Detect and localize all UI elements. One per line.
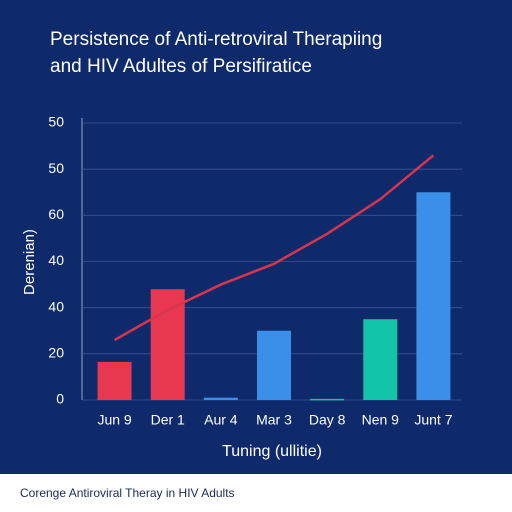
chart-title: and HIV Adultes of Persifiratice xyxy=(50,56,312,77)
bar xyxy=(97,361,132,400)
x-axis-label: Tuning (ullitie) xyxy=(222,443,322,460)
bar xyxy=(150,289,185,400)
x-tick-label: Der 1 xyxy=(151,412,185,428)
y-tick-label: 20 xyxy=(48,345,64,361)
y-tick-label: 50 xyxy=(48,114,64,130)
x-tick-label: Nen 9 xyxy=(362,412,400,428)
bar xyxy=(310,398,345,401)
footer-strip xyxy=(0,474,512,512)
y-tick-label: 60 xyxy=(48,206,64,222)
x-tick-label: Junt 7 xyxy=(414,412,452,428)
x-tick-label: Jun 9 xyxy=(97,412,131,428)
x-tick-label: Mar 3 xyxy=(256,412,292,428)
trend-line xyxy=(113,154,435,342)
y-axis-label: Derenian) xyxy=(21,229,38,295)
chart-title: Persistence of Anti-retroviral Therapiin… xyxy=(50,29,382,50)
bar xyxy=(203,397,238,400)
y-tick-label: 0 xyxy=(56,391,64,407)
x-tick-label: Day 8 xyxy=(309,412,346,428)
y-tick-label: 40 xyxy=(48,298,64,314)
x-tick-label: Aur 4 xyxy=(204,412,238,428)
footer: Corenge Antiroviral Theray in HIV Adults xyxy=(20,486,235,500)
bar xyxy=(416,192,451,400)
y-tick-label: 50 xyxy=(48,160,64,176)
y-tick-label: 40 xyxy=(48,252,64,268)
bar xyxy=(257,330,291,400)
bar xyxy=(363,319,398,400)
